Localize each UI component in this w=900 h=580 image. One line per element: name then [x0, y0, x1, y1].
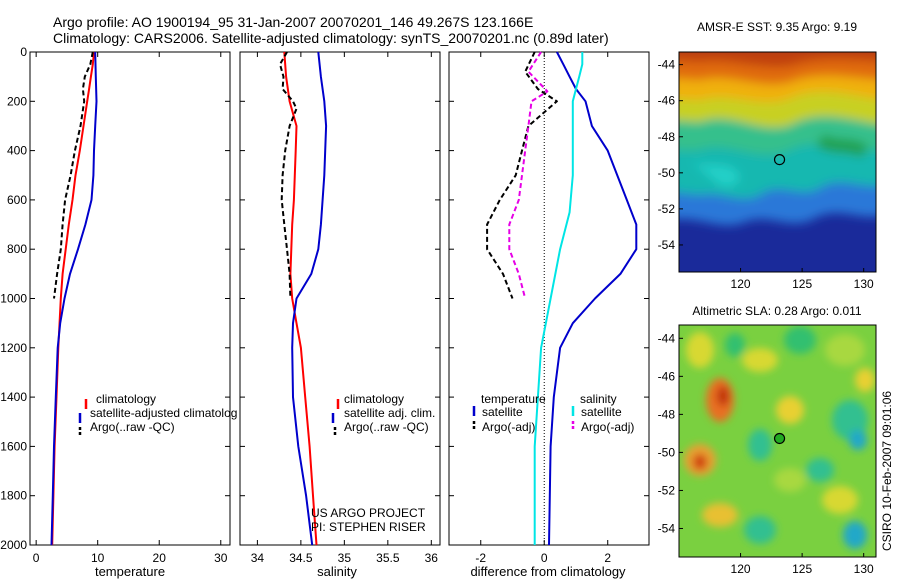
sst-map-frame: [678, 51, 877, 273]
sst-map-title: AMSR-E SST: 9.35 Argo: 9.19: [697, 20, 857, 34]
legend-label-sal-satellite: satellite: [581, 405, 622, 419]
header-line-2: Climatology: CARS2006. Satellite-adjuste…: [53, 30, 609, 46]
x-tick-label: 34.5: [289, 551, 313, 565]
series-line-climatology: [283, 51, 318, 546]
map-y-tick-label: -44: [658, 58, 676, 72]
sst-map-ticks: -44 -46 -48 -50 -52 -54 120 125 130: [658, 58, 874, 291]
map-x-tick-label: 130: [854, 562, 874, 576]
pi-label: PI: STEPHEN RISER: [311, 520, 426, 534]
sla-map-frame: [678, 324, 877, 558]
map-y-tick-label: -44: [658, 331, 676, 345]
temperature-axes-frame: [29, 51, 231, 546]
legend-label-argo: Argo(..raw -QC): [90, 420, 175, 434]
project-label: US ARGO PROJECT: [311, 506, 426, 520]
sla-map-ticks: -44 -46 -48 -50 -52 -54 120 125 130: [658, 331, 874, 576]
depth-tick-label: 1400: [0, 390, 27, 404]
x-tick-label: -2: [475, 551, 486, 565]
difference-xlabel: difference from climatology: [470, 564, 626, 579]
depth-tick-label: 400: [7, 144, 27, 158]
depth-tick-label: 1800: [0, 489, 27, 503]
series-line-satellite-adjusted-climatolog: [50, 51, 98, 546]
depth-tick-label: 600: [7, 193, 27, 207]
map-x-tick-label: 125: [792, 562, 812, 576]
difference-panel: -2 0 2 difference from climatology tempera…: [448, 51, 650, 579]
depth-tick-label: 1000: [0, 292, 27, 306]
map-x-tick-label: 130: [854, 277, 874, 291]
sst-map: AMSR-E SST: 9.35 Argo: 9.19 -44 -46 -48 -50…: [658, 20, 877, 291]
x-tick-label: 0: [541, 551, 548, 565]
header-line-1: Argo profile: AO 1900194_95 31-Jan-2007 …: [53, 14, 533, 30]
series-line-satellite-adj-clim: [291, 51, 328, 546]
sst-field: [679, 52, 876, 272]
map-y-tick-label: -50: [658, 445, 676, 459]
map-y-tick-label: -54: [658, 238, 676, 252]
map-y-tick-label: -46: [658, 369, 676, 383]
depth-tick-label: 1600: [0, 439, 27, 453]
x-tick-label: 10: [91, 551, 105, 565]
map-y-tick-label: -48: [658, 130, 676, 144]
salinity-series: [279, 51, 328, 546]
x-tick-label: 30: [214, 551, 228, 565]
difference-ticks: -2 0 2: [449, 51, 649, 565]
legend-label-satellite: satellite-adjusted climatolog: [90, 406, 237, 420]
temperature-legend: climatology satellite-adjusted climatolo…: [78, 392, 237, 437]
legend-header-salinity: salinity: [580, 392, 617, 406]
legend-header-temperature: temperature: [481, 392, 546, 406]
map-y-tick-label: -50: [658, 166, 676, 180]
timestamp-label: CSIRO 10-Feb-2007 09:01:06: [880, 391, 894, 551]
map-y-tick-label: -52: [658, 202, 676, 216]
series-line-argo-raw-qc: [53, 51, 94, 299]
map-x-tick-label: 120: [731, 562, 751, 576]
x-tick-label: 20: [153, 551, 167, 565]
x-tick-label: 36: [425, 551, 439, 565]
salinity-axes-frame: [239, 51, 441, 546]
legend-label-temp-argo: Argo(-adj): [482, 420, 535, 434]
sla-map-title: Altimetric SLA: 0.28 Argo: 0.011: [692, 304, 862, 318]
salinity-legend: climatology satellite adj. clim. Argo(..…: [331, 392, 435, 437]
salinity-panel: 34 34.5 35 35.5 36 salinity climatology sate…: [239, 51, 441, 579]
x-tick-label: 34: [251, 551, 265, 565]
legend-label-climatology: climatology: [96, 392, 156, 406]
map-y-tick-label: -54: [658, 521, 676, 535]
sla-map: Altimetric SLA: 0.28 Argo: 0.011: [658, 304, 877, 576]
difference-legend: temperature salinity satellite Argo(-adj…: [472, 392, 634, 434]
map-y-tick-label: -52: [658, 483, 676, 497]
x-tick-label: 2: [604, 551, 611, 565]
x-tick-label: 0: [33, 551, 40, 565]
temperature-series: [50, 51, 98, 546]
series-line-satellite: [533, 52, 584, 545]
map-y-tick-label: -46: [658, 94, 676, 108]
difference-axes-frame: [448, 51, 650, 546]
depth-tick-label: 2000: [0, 538, 27, 552]
depth-tick-label: 800: [7, 242, 27, 256]
series-line-satellite: [548, 51, 638, 546]
legend-label-sal-argo: Argo(-adj): [581, 420, 634, 434]
depth-tick-label: 200: [7, 94, 27, 108]
legend-label-climatology: climatology: [344, 392, 404, 406]
temperature-xlabel: temperature: [95, 564, 165, 579]
legend-label-argo: Argo(..raw -QC): [344, 420, 429, 434]
difference-series: [486, 51, 638, 546]
series-line-argo-raw-qc: [279, 51, 298, 299]
salinity-xlabel: salinity: [317, 564, 357, 579]
map-y-tick-label: -48: [658, 407, 676, 421]
temperature-panel: 0 10 20 30 temperature climatology satellit…: [29, 51, 237, 579]
map-x-tick-label: 120: [731, 277, 751, 291]
legend-label-satellite: satellite adj. clim.: [344, 406, 435, 420]
argo-location-marker: [773, 432, 786, 445]
temperature-ticks: 0 10 20 30: [30, 51, 230, 565]
argo-location-marker: [773, 154, 786, 166]
map-x-tick-label: 125: [792, 277, 812, 291]
depth-tick-label: 1200: [0, 341, 27, 355]
series-line-argo-adj: [508, 51, 549, 299]
series-line-argo-adj: [486, 51, 558, 299]
x-tick-label: 35: [338, 551, 352, 565]
depth-axis: 0 200 400 600 800 1000 1200 1400 1600 1800 2000: [0, 45, 27, 552]
x-tick-label: 35.5: [376, 551, 400, 565]
salinity-ticks: 34 34.5 35 35.5 36: [240, 51, 440, 565]
legend-label-temp-satellite: satellite: [482, 405, 523, 419]
depth-tick-label: 0: [20, 45, 27, 59]
